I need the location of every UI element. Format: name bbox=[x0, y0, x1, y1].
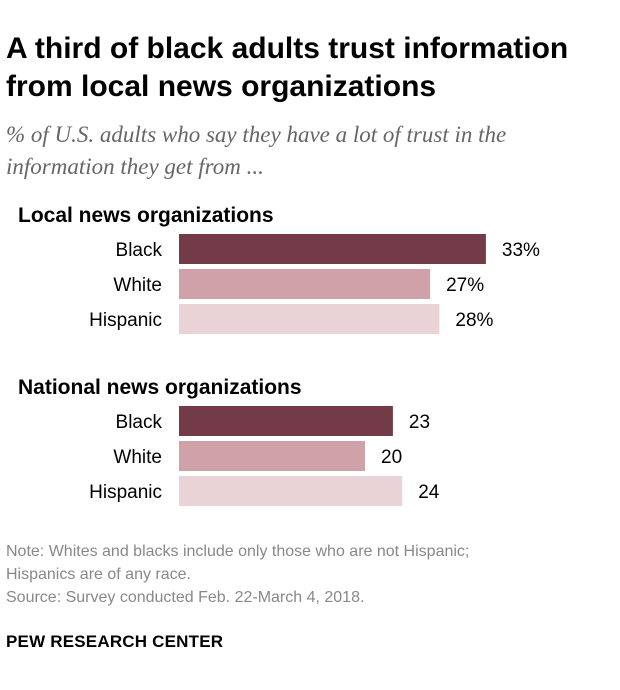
chart-subtitle: % of U.S. adults who say they have a lot… bbox=[6, 122, 507, 179]
value-label: 20 bbox=[381, 447, 402, 468]
chart-notes: Note: Whites and blacks include only tho… bbox=[6, 540, 614, 609]
bar-chart: Local news organizations Black 33% White 27%… bbox=[18, 204, 540, 506]
category-label: Hispanic bbox=[89, 310, 162, 331]
value-label: 24 bbox=[418, 482, 440, 503]
note-line: Hispanics are of any race. bbox=[6, 566, 191, 583]
bar-hispanic bbox=[179, 304, 440, 334]
bar-hispanic bbox=[179, 476, 403, 506]
bar-white bbox=[179, 441, 365, 471]
bar-white bbox=[179, 269, 431, 299]
category-label: Black bbox=[116, 240, 163, 261]
value-label: 33% bbox=[502, 240, 540, 261]
category-label: Black bbox=[116, 412, 163, 433]
bar-black bbox=[179, 234, 486, 264]
category-label: Hispanic bbox=[89, 482, 162, 503]
pew-logo-text: PEW RESEARCH CENTER bbox=[6, 632, 224, 651]
value-label: 23 bbox=[409, 412, 430, 433]
group-title: National news organizations bbox=[18, 376, 302, 399]
note-line: Note: Whites and blacks include only tho… bbox=[6, 543, 470, 560]
category-label: White bbox=[113, 275, 162, 296]
value-label: 27% bbox=[446, 275, 484, 296]
value-label: 28% bbox=[455, 310, 493, 331]
group-title: Local news organizations bbox=[18, 204, 274, 227]
bar-black bbox=[179, 406, 393, 436]
chart-title: A third of black adults trust informatio… bbox=[6, 32, 569, 103]
category-label: White bbox=[113, 447, 162, 468]
source-line: Source: Survey conducted Feb. 22-March 4… bbox=[6, 589, 365, 606]
